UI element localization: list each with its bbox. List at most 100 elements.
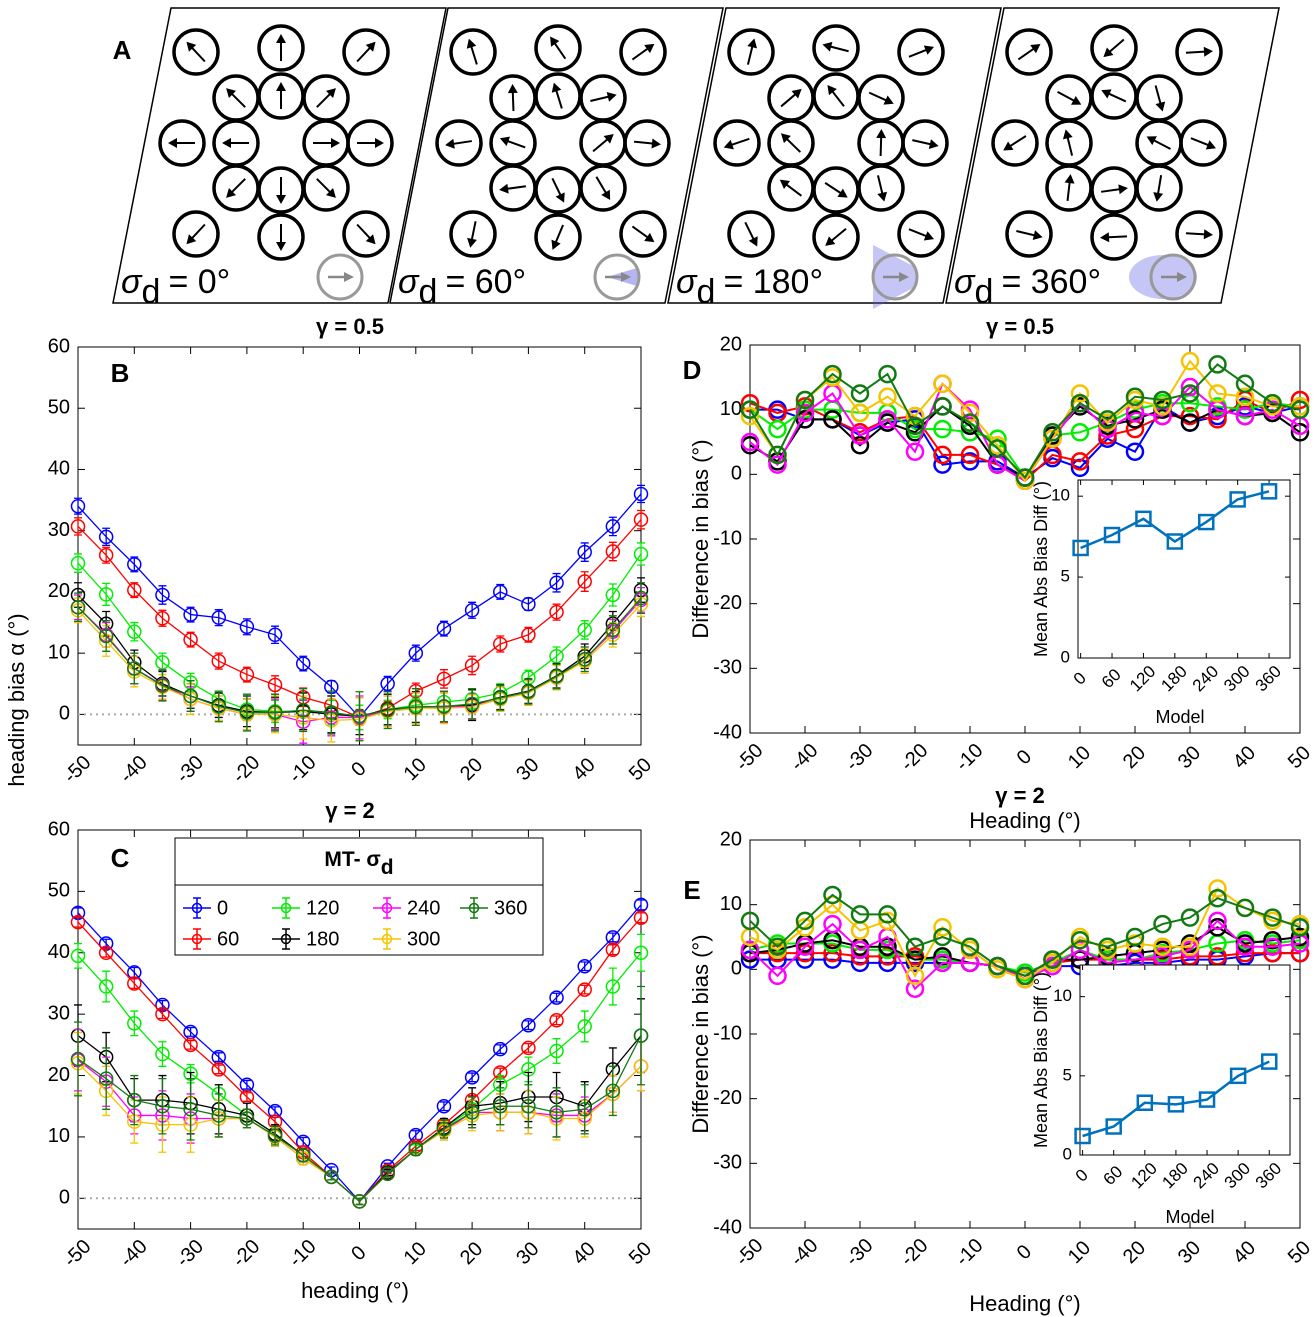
marker xyxy=(1180,413,1200,432)
unit-circle xyxy=(257,24,305,72)
x-tick-label: 40 xyxy=(1229,1237,1260,1268)
reference-circle xyxy=(593,253,641,301)
marker xyxy=(464,1070,480,1085)
inset-marker xyxy=(1105,1118,1122,1135)
arrow-head xyxy=(827,84,837,96)
marker xyxy=(823,895,842,914)
marker xyxy=(1070,452,1090,471)
marker xyxy=(988,439,1007,458)
x-tick-label: 50 xyxy=(625,1238,656,1269)
marker xyxy=(1153,390,1172,410)
arrow-head xyxy=(499,183,509,194)
legend-marker xyxy=(280,933,292,945)
marker xyxy=(549,575,564,590)
marker xyxy=(1098,937,1117,956)
arrow-shaft xyxy=(189,45,206,63)
arrow-shaft xyxy=(1066,134,1074,156)
marker xyxy=(633,546,649,562)
error-bar xyxy=(186,1077,195,1141)
marker xyxy=(933,918,952,937)
inset-marker xyxy=(1167,1096,1185,1113)
inset-marker xyxy=(1198,1091,1216,1108)
reference-arrow-head xyxy=(1177,272,1187,282)
arrow-head xyxy=(1155,101,1166,112)
x-tick-label: 10 xyxy=(1064,742,1095,773)
marker xyxy=(1208,888,1227,908)
error-bar xyxy=(186,680,195,712)
error-bar xyxy=(608,967,617,1006)
marker xyxy=(988,956,1007,976)
marker xyxy=(155,1046,170,1062)
marker xyxy=(850,905,870,924)
panel-frame xyxy=(389,7,724,304)
arrow-head xyxy=(168,138,177,148)
marker xyxy=(295,702,311,718)
legend-marker xyxy=(191,902,203,914)
arrow-head xyxy=(331,138,340,148)
marker xyxy=(1125,442,1145,461)
error-bar xyxy=(637,912,645,924)
marker xyxy=(1235,937,1255,956)
arrow-shaft xyxy=(450,140,473,146)
error-bar xyxy=(496,583,505,600)
legend-marker xyxy=(381,902,393,914)
sigma-label: σd = 0° xyxy=(121,263,230,311)
y-tick-label: 0 xyxy=(1061,647,1070,666)
arrow-head xyxy=(1153,192,1164,202)
error-bar xyxy=(242,1092,251,1102)
series-line xyxy=(749,359,1300,483)
marker xyxy=(933,374,952,394)
unit-circle xyxy=(1090,24,1138,72)
reference-circle xyxy=(871,253,919,301)
error-bar xyxy=(637,899,645,911)
marker xyxy=(1153,914,1172,934)
arrow-shaft xyxy=(1100,187,1123,193)
marker xyxy=(324,705,339,720)
error-bar xyxy=(158,1077,167,1135)
marker xyxy=(127,624,142,639)
legend-title-sub: d xyxy=(381,856,394,879)
marker xyxy=(577,959,592,974)
marker xyxy=(521,1017,536,1033)
legend-label: 180 xyxy=(306,928,339,950)
arrow-head xyxy=(1203,229,1213,240)
arrow-head xyxy=(1205,140,1217,150)
error-bar xyxy=(552,663,561,690)
x-tick-label: -30 xyxy=(172,1235,208,1271)
arrow-head xyxy=(822,41,833,52)
error-bar xyxy=(383,1170,392,1178)
marker xyxy=(850,947,870,966)
arrow-shaft xyxy=(470,221,477,243)
sigma-symbol: σ xyxy=(676,263,698,301)
legend-marker xyxy=(468,902,480,914)
panel-frame xyxy=(945,7,1280,304)
legend-swatch xyxy=(183,928,211,950)
marker xyxy=(267,705,283,720)
arrow-shaft xyxy=(505,139,526,149)
x-tick-label: 40 xyxy=(569,754,600,785)
marker xyxy=(577,652,592,667)
arrow-head xyxy=(644,232,655,243)
arrow-head xyxy=(1030,43,1041,54)
marker xyxy=(324,1169,339,1185)
arrow-head xyxy=(1062,129,1073,140)
marker xyxy=(878,905,897,924)
error-bar xyxy=(608,944,617,956)
y-tick-label: 30 xyxy=(48,519,70,541)
marker xyxy=(878,410,897,429)
arrow-shaft xyxy=(879,134,883,157)
marker xyxy=(1070,458,1090,478)
x-tick-label: 20 xyxy=(1119,1237,1150,1268)
error-bar xyxy=(74,497,82,515)
y-tick-label: 50 xyxy=(48,880,70,902)
legend-label: 0 xyxy=(217,897,228,919)
x-tick-label: -40 xyxy=(116,1235,152,1271)
arrow-head xyxy=(644,43,655,54)
arrow-shaft xyxy=(908,228,929,238)
error-bar xyxy=(299,688,308,733)
unit-circle xyxy=(1005,210,1053,258)
marker xyxy=(70,948,86,964)
marker xyxy=(960,445,980,465)
marker xyxy=(183,1037,198,1053)
error-bar xyxy=(580,984,589,995)
